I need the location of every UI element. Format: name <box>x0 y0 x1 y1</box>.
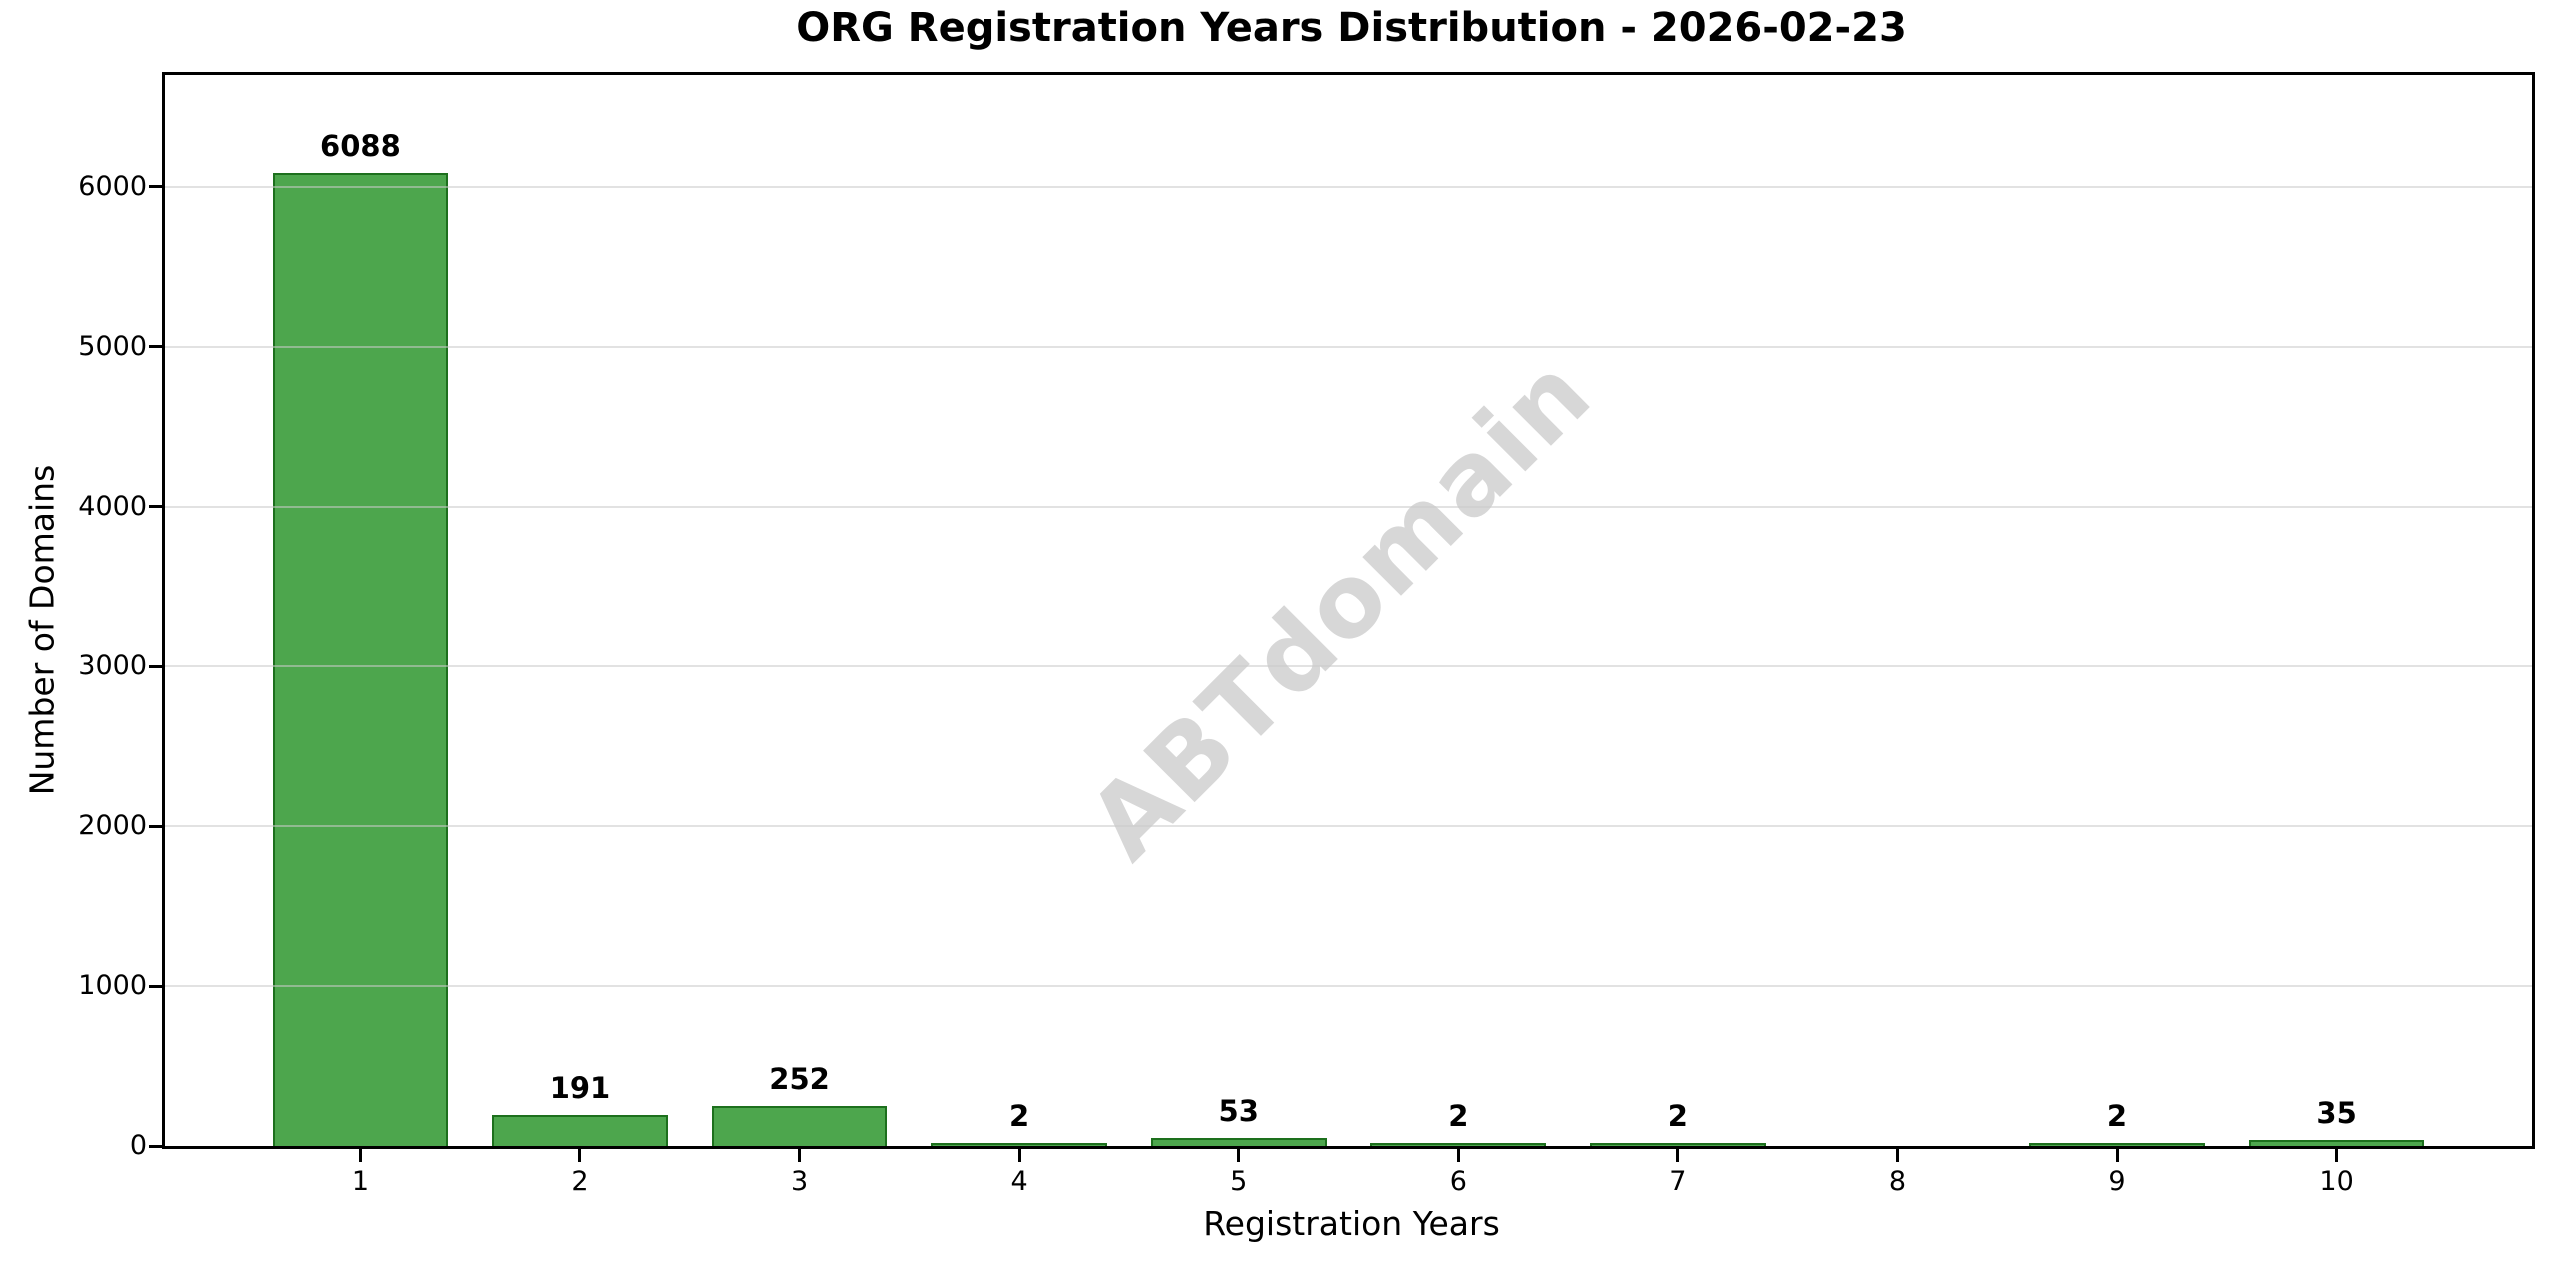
bar <box>711 1106 888 1146</box>
x-tick-mark <box>798 1149 802 1162</box>
bar-value-label: 2 <box>2106 1099 2128 1133</box>
watermark: ABTdomain <box>1066 334 1614 882</box>
x-tick-label: 4 <box>1010 1166 1028 1197</box>
ticks-layer: 0 1000 2000 3000 4000 5000 6000 1 2 3 4 5 6 7 8 9 10 <box>78 75 2532 1197</box>
x-tick-mark <box>358 1149 362 1162</box>
x-tick-label: 1 <box>351 1166 369 1197</box>
bar-value-label: 252 <box>769 1062 830 1096</box>
x-tick-label: 5 <box>1230 1166 1248 1197</box>
gridline <box>165 985 2532 988</box>
x-axis-label: Registration Years <box>1203 1204 1500 1243</box>
x-tick-mark <box>1456 1149 1460 1162</box>
bar-value-label: 6088 <box>320 129 401 163</box>
y-tick-mark <box>149 824 162 828</box>
y-tick-label: 2000 <box>78 810 147 842</box>
x-tick-label: 10 <box>2319 1166 2354 1197</box>
plot-area: ABTdomain 6088 191 252 2 53 2 2 2 35 0 1000 2000 30… <box>78 72 2535 1197</box>
bar <box>931 1143 1107 1146</box>
y-tick-label: 5000 <box>78 330 147 362</box>
bar-value-label: 191 <box>549 1071 611 1105</box>
gridline <box>165 185 2532 188</box>
bar <box>2248 1140 2425 1146</box>
x-tick-mark <box>2115 1149 2119 1162</box>
x-tick-mark <box>1895 1149 1899 1162</box>
bar-value-label: 53 <box>1218 1094 1259 1128</box>
gridline <box>165 505 2532 508</box>
y-tick-mark <box>149 345 162 349</box>
x-tick-mark <box>578 1149 582 1162</box>
bar <box>272 173 449 1146</box>
x-tick-label: 2 <box>571 1166 589 1197</box>
x-tick-label: 9 <box>2108 1166 2126 1197</box>
y-axis-label: Number of Domains <box>22 464 62 796</box>
x-tick-label: 8 <box>1888 1166 1907 1197</box>
x-tick-label: 7 <box>1669 1166 1687 1197</box>
y-tick-mark <box>149 984 162 988</box>
gridlines-layer <box>165 75 2532 1146</box>
x-tick-mark <box>1017 1149 1021 1162</box>
y-tick-label: 6000 <box>78 170 147 202</box>
x-tick-label: 6 <box>1449 1166 1467 1197</box>
chart-title: ORG Registration Years Distribution - 20… <box>796 5 1907 51</box>
y-tick-mark <box>149 1144 162 1148</box>
bar <box>1150 1138 1327 1146</box>
bar-value-label: 2 <box>1009 1099 1030 1133</box>
x-tick-label: 3 <box>790 1166 809 1197</box>
y-tick-label: 1000 <box>78 970 147 1002</box>
y-tick-mark <box>149 664 162 668</box>
x-tick-mark <box>1676 1149 1680 1162</box>
bar-value-label: 35 <box>2316 1096 2357 1130</box>
bar <box>1370 1143 1547 1146</box>
x-tick-mark <box>2335 1149 2339 1162</box>
gridline <box>165 665 2532 668</box>
gridline <box>165 825 2532 828</box>
watermark-layer: ABTdomain <box>165 75 2532 1146</box>
y-tick-mark <box>149 185 162 189</box>
bar <box>1590 1143 1766 1146</box>
y-tick-label: 0 <box>129 1130 147 1161</box>
bar-value-label: 2 <box>1448 1099 1469 1133</box>
y-tick-mark <box>149 505 162 509</box>
bar <box>492 1115 668 1146</box>
gridline <box>165 345 2532 348</box>
x-tick-mark <box>1237 1149 1241 1162</box>
bar-value-label: 2 <box>1667 1099 1688 1133</box>
bars-layer: 6088 191 252 2 53 2 2 2 35 <box>165 75 2532 1146</box>
bar <box>2029 1143 2205 1146</box>
